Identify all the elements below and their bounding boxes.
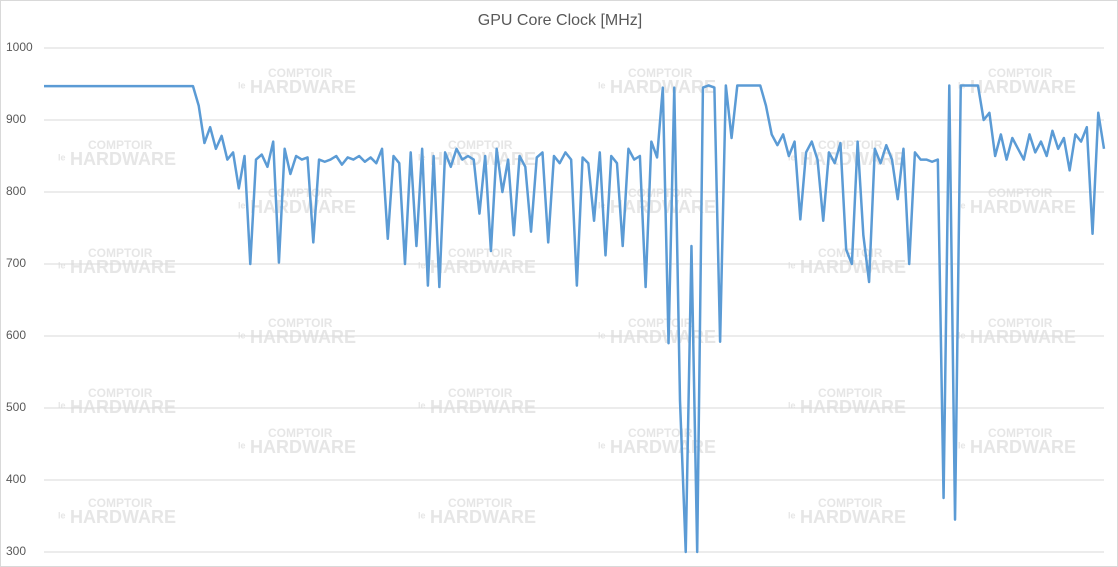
watermark-line2: HARDWARE bbox=[800, 257, 906, 277]
y-tick-label: 1000 bbox=[6, 40, 33, 54]
watermark-line1: COMPTOIR bbox=[88, 496, 153, 510]
watermark-line2: HARDWARE bbox=[970, 437, 1076, 457]
watermark-prefix: le bbox=[418, 510, 426, 520]
watermark-line1: COMPTOIR bbox=[448, 246, 513, 260]
watermark-prefix: le bbox=[58, 260, 66, 270]
watermark-prefix: le bbox=[418, 400, 426, 410]
watermark-line2: HARDWARE bbox=[430, 507, 536, 527]
watermark-line1: COMPTOIR bbox=[988, 316, 1053, 330]
y-tick-label: 900 bbox=[6, 112, 26, 126]
watermark-line2: HARDWARE bbox=[70, 257, 176, 277]
watermark-line1: COMPTOIR bbox=[88, 138, 153, 152]
watermark-line2: HARDWARE bbox=[800, 397, 906, 417]
watermark-line1: COMPTOIR bbox=[818, 386, 883, 400]
watermark-line1: COMPTOIR bbox=[88, 386, 153, 400]
watermark-line1: COMPTOIR bbox=[88, 246, 153, 260]
watermark-prefix: le bbox=[958, 330, 966, 340]
watermark-prefix: le bbox=[958, 200, 966, 210]
watermark-line1: COMPTOIR bbox=[988, 426, 1053, 440]
watermark-line2: HARDWARE bbox=[70, 149, 176, 169]
watermark-line1: COMPTOIR bbox=[268, 66, 333, 80]
y-tick-label: 500 bbox=[6, 400, 26, 414]
watermark-line1: COMPTOIR bbox=[628, 426, 693, 440]
y-tick-label: 400 bbox=[6, 472, 26, 486]
watermark-prefix: le bbox=[58, 510, 66, 520]
watermark-line2: HARDWARE bbox=[250, 77, 356, 97]
watermark-prefix: le bbox=[238, 200, 246, 210]
watermark-line2: HARDWARE bbox=[610, 197, 716, 217]
watermark-prefix: le bbox=[598, 330, 606, 340]
watermark-line2: HARDWARE bbox=[970, 197, 1076, 217]
y-tick-label: 600 bbox=[6, 328, 26, 342]
watermark-line2: HARDWARE bbox=[970, 327, 1076, 347]
watermark-line1: COMPTOIR bbox=[448, 386, 513, 400]
y-tick-label: 300 bbox=[6, 544, 26, 558]
watermark-line2: HARDWARE bbox=[800, 507, 906, 527]
watermark-line1: COMPTOIR bbox=[818, 496, 883, 510]
watermark-line2: HARDWARE bbox=[250, 437, 356, 457]
data-line bbox=[44, 84, 1106, 554]
watermark-line1: COMPTOIR bbox=[448, 496, 513, 510]
watermark-prefix: le bbox=[788, 260, 796, 270]
watermark-prefix: le bbox=[238, 440, 246, 450]
watermark-prefix: le bbox=[238, 330, 246, 340]
watermark-line2: HARDWARE bbox=[430, 257, 536, 277]
watermark-line1: COMPTOIR bbox=[988, 186, 1053, 200]
watermark-prefix: le bbox=[58, 400, 66, 410]
watermark-line1: COMPTOIR bbox=[268, 316, 333, 330]
watermark-line2: HARDWARE bbox=[250, 197, 356, 217]
y-tick-label: 800 bbox=[6, 184, 26, 198]
watermark-line1: COMPTOIR bbox=[818, 138, 883, 152]
chart-title: GPU Core Clock [MHz] bbox=[478, 12, 642, 29]
watermark-line1: COMPTOIR bbox=[988, 66, 1053, 80]
watermark-prefix: le bbox=[418, 260, 426, 270]
watermark-prefix: le bbox=[598, 440, 606, 450]
watermark-prefix: le bbox=[788, 510, 796, 520]
watermark-line1: COMPTOIR bbox=[628, 66, 693, 80]
watermark-line2: HARDWARE bbox=[70, 397, 176, 417]
watermark-prefix: le bbox=[238, 80, 246, 90]
y-tick-label: 700 bbox=[6, 256, 26, 270]
watermark-line1: COMPTOIR bbox=[268, 426, 333, 440]
watermark-prefix: le bbox=[58, 152, 66, 162]
watermark-line1: COMPTOIR bbox=[628, 316, 693, 330]
watermark-prefix: le bbox=[788, 152, 796, 162]
watermark-line2: HARDWARE bbox=[430, 397, 536, 417]
watermark-line2: HARDWARE bbox=[970, 77, 1076, 97]
watermark-line2: HARDWARE bbox=[250, 327, 356, 347]
watermark-prefix: le bbox=[788, 400, 796, 410]
watermark-line2: HARDWARE bbox=[610, 437, 716, 457]
watermark-line2: HARDWARE bbox=[70, 507, 176, 527]
watermark-prefix: le bbox=[958, 440, 966, 450]
watermark-prefix: le bbox=[598, 80, 606, 90]
